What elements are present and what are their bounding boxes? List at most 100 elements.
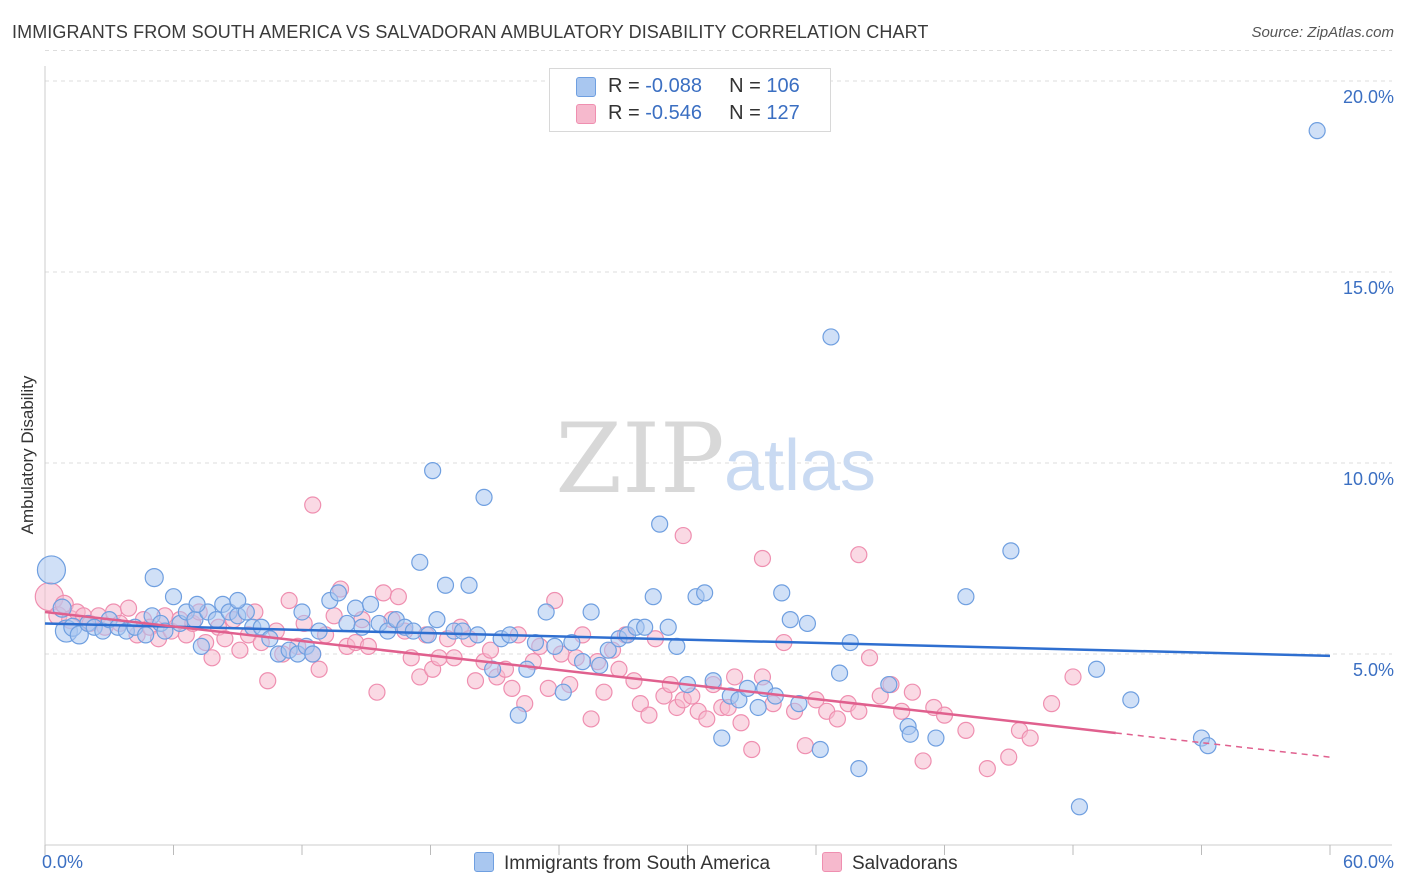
south-america-point bbox=[460, 576, 478, 594]
south-america-point bbox=[957, 588, 975, 606]
bottom-legend-swatch-blue bbox=[474, 852, 494, 872]
bottom-legend-swatch-pink bbox=[822, 852, 842, 872]
salvadoran-point bbox=[743, 740, 761, 759]
y-tick-label: 15.0% bbox=[1342, 278, 1394, 298]
south-america-point bbox=[927, 729, 945, 747]
south-america-point bbox=[713, 729, 731, 747]
x-axis-max-label: 60.0% bbox=[1342, 852, 1394, 872]
south-america-point bbox=[1087, 660, 1106, 678]
legend-r-label: R = bbox=[608, 102, 646, 124]
south-america-point bbox=[436, 576, 455, 594]
legend-n-label: N = bbox=[729, 75, 767, 97]
salvadoran-point bbox=[411, 668, 429, 686]
south-america-point bbox=[518, 660, 536, 678]
salvadoran-point bbox=[914, 752, 932, 770]
salvadoran-point bbox=[503, 679, 521, 697]
south-america-point bbox=[790, 695, 808, 713]
salvadoran-point bbox=[259, 672, 277, 690]
watermark-zip: ZIP bbox=[555, 403, 724, 515]
salvadoran-point bbox=[310, 660, 328, 678]
salvadoran-point bbox=[625, 672, 643, 690]
salvadoran-point bbox=[389, 588, 407, 606]
south-america-point bbox=[454, 622, 472, 640]
salvadoran-point bbox=[674, 526, 692, 545]
south-america-point bbox=[696, 584, 714, 602]
salvadoran-point bbox=[753, 549, 772, 568]
salvadoran-point bbox=[893, 702, 911, 720]
salvadoran-point bbox=[631, 695, 649, 713]
south-america-point bbox=[554, 683, 572, 701]
south-america-point bbox=[526, 633, 545, 652]
south-america-point bbox=[144, 567, 164, 588]
south-america-point bbox=[361, 595, 380, 613]
salvadoran-point bbox=[359, 637, 377, 655]
south-america-point bbox=[36, 555, 67, 585]
south-america-point bbox=[475, 488, 493, 506]
salvadoran-point bbox=[368, 683, 386, 701]
south-america-point bbox=[188, 595, 206, 613]
bottom-legend-label: Salvadorans bbox=[852, 853, 958, 874]
south-america-point bbox=[304, 645, 322, 663]
south-america-point bbox=[880, 675, 898, 694]
south-america-point bbox=[192, 637, 210, 655]
south-america-point bbox=[338, 614, 356, 633]
south-america-point bbox=[546, 637, 564, 655]
salvadoran-point bbox=[595, 683, 613, 701]
y-tick-label: 5.0% bbox=[1352, 660, 1394, 680]
south-america-point bbox=[704, 672, 722, 690]
salvadoran-point bbox=[860, 649, 879, 667]
south-america-point bbox=[798, 614, 817, 633]
salvadoran-point bbox=[231, 641, 249, 659]
south-america-point bbox=[850, 759, 868, 778]
salvadoran-point bbox=[119, 599, 138, 617]
south-america-point bbox=[537, 603, 555, 621]
south-america-point bbox=[346, 599, 365, 617]
salvadoran-point bbox=[539, 679, 557, 697]
salvadoran-point bbox=[1000, 748, 1018, 766]
south-america-point bbox=[582, 603, 600, 621]
salvadoran-point bbox=[546, 591, 564, 610]
y-tick-label: 10.0% bbox=[1342, 469, 1394, 489]
legend-r-value: -0.088 bbox=[645, 75, 702, 97]
legend-n-label: N = bbox=[729, 102, 767, 124]
south-america-point bbox=[730, 691, 748, 709]
salvadoran-point bbox=[698, 710, 716, 728]
legend-swatch-blue bbox=[576, 77, 596, 97]
south-america-point bbox=[573, 653, 592, 671]
south-america-point bbox=[781, 611, 799, 629]
south-america-point bbox=[822, 328, 840, 346]
salvadoran-point bbox=[850, 546, 868, 564]
south-america-point bbox=[509, 706, 527, 724]
legend-n-value: 106 bbox=[766, 75, 800, 97]
correlation-legend: R = -0.088 N = 106 R = -0.546 N = 127 bbox=[549, 68, 831, 132]
south-america-point bbox=[1122, 691, 1140, 709]
salvadoran-point bbox=[796, 737, 814, 755]
trend-line-extrapolated bbox=[1115, 732, 1331, 758]
south-america-point bbox=[1199, 737, 1217, 755]
south-america-point bbox=[636, 618, 654, 636]
south-america-point bbox=[353, 618, 371, 636]
south-america-point bbox=[293, 603, 311, 621]
salvadoran-point bbox=[216, 630, 234, 648]
salvadoran-point bbox=[726, 668, 744, 686]
south-america-point bbox=[599, 641, 617, 659]
legend-r-label: R = bbox=[608, 75, 646, 97]
bottom-legend-salvadorans: Salvadorans bbox=[822, 852, 958, 875]
south-america-point bbox=[563, 633, 581, 652]
salvadoran-point bbox=[957, 721, 975, 740]
grid-lines bbox=[45, 49, 1392, 655]
south-america-point bbox=[901, 725, 919, 743]
south-america-point bbox=[738, 679, 757, 697]
salvadoran-point bbox=[661, 675, 679, 694]
salvadoran-point bbox=[481, 641, 500, 659]
legend-r-value: -0.546 bbox=[645, 102, 702, 124]
salvadoran-point bbox=[610, 660, 628, 678]
south-america-point bbox=[830, 664, 849, 682]
south-america-point bbox=[411, 553, 429, 571]
x-axis-min-label: 0.0% bbox=[42, 852, 84, 872]
south-america-point bbox=[424, 462, 442, 480]
south-america-point bbox=[1070, 798, 1089, 816]
salvadoran-point bbox=[1042, 695, 1061, 713]
salvadoran-point bbox=[1064, 668, 1082, 686]
south-america-point bbox=[419, 626, 437, 644]
